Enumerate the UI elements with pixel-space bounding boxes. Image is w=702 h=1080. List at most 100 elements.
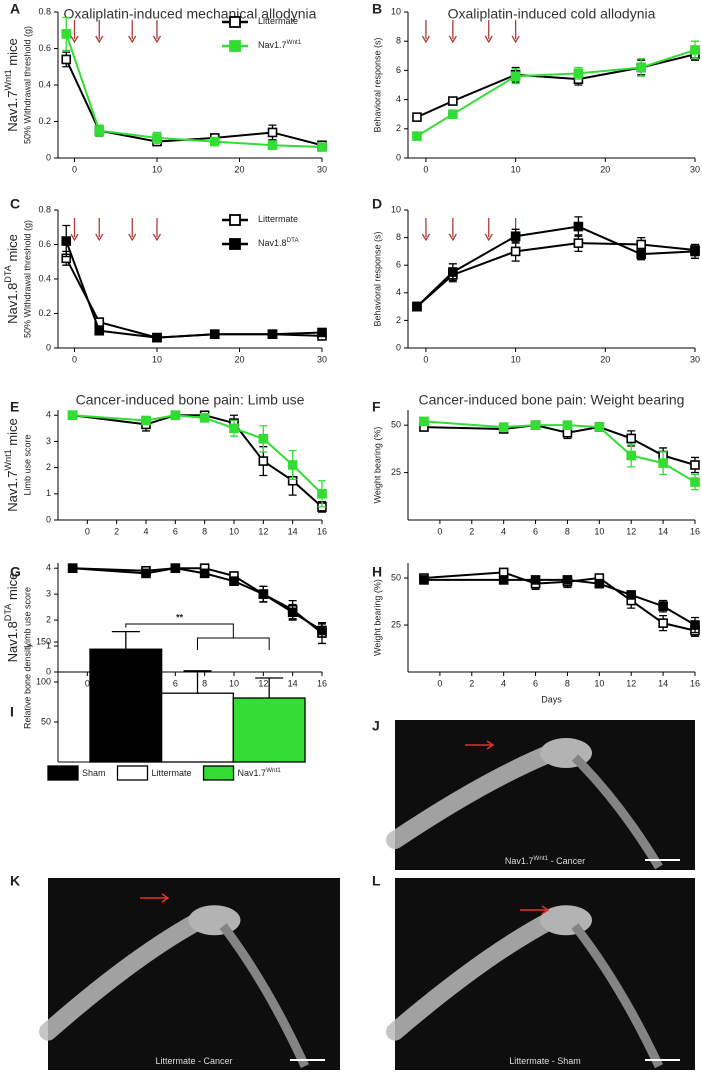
marker [412,131,422,141]
marker [573,68,584,79]
marker [317,625,327,636]
y-tick-label: 8 [396,232,401,242]
text-part: - Cancer [548,856,585,866]
superscript: Wnt1 [287,39,302,46]
marker [170,410,181,421]
panel-letter: B [372,1,382,17]
line [423,578,696,626]
y-tick-label: 25 [391,467,401,477]
marker [690,246,700,257]
marker [317,327,327,338]
marker [448,267,458,277]
superscript: DTA [287,237,300,244]
arrow-head [128,35,137,44]
y-tick-label: 0.4 [38,79,51,89]
line [423,424,696,466]
superscript: Wnt1 [3,449,13,470]
x-tick-label: 10 [511,164,521,174]
marker [448,96,458,106]
x-tick-label: 6 [173,678,178,688]
legend-label: Nav1.8DTA [258,237,299,248]
chart-title: Oxaliplatin-induced cold allodynia [448,6,656,22]
y-tick-label: 50 [41,716,51,726]
y-tick-label: 0 [46,514,51,524]
legend-marker [229,238,241,250]
text-part: Sham [82,768,106,778]
caption: Littermate - Cancer [155,1056,232,1066]
y-tick-label: 0 [396,152,401,162]
y-axis-label: Weight bearing (%) [372,427,382,504]
x-tick-label: 2 [469,678,474,688]
marker [626,433,637,444]
legend-label: Littermate [258,214,298,224]
y-tick-label: 0.6 [38,239,51,249]
arrow-head [421,35,430,44]
y-tick-label: 0 [46,666,51,676]
marker [594,422,605,432]
legend-label: Littermate [258,16,298,26]
superscript: Wnt1 [3,69,13,90]
marker [317,142,327,152]
x-tick-label: 10 [594,526,604,536]
marker [690,460,700,470]
legend-label: Nav1.7Wnt1 [258,39,302,50]
y-tick-label: 3 [46,436,51,446]
arrow-head [70,233,79,242]
text-part: Nav1.7 [5,91,20,132]
marker [141,568,151,579]
y-tick-label: 3 [46,589,51,599]
text-part: Nav1.7 [5,471,20,512]
marker [267,127,278,138]
x-tick-label: 4 [501,678,506,688]
y-tick-label: 0.2 [38,308,51,318]
significance-label: ** [176,612,184,622]
text-part: Littermate - Sham [509,1056,581,1066]
x-tick-label: 16 [690,678,700,688]
text-part: Nav1.8 [5,283,20,324]
y-axis-label: Weight bearing (%) [372,579,382,656]
y-tick-label: 50 [391,572,401,582]
y-tick-label: 0 [46,342,51,352]
text-part: Nav1.7 [238,768,267,778]
caption: Littermate - Sham [509,1056,581,1066]
marker [530,575,541,585]
error-bar [183,670,212,694]
marker [287,460,298,470]
text-part: Littermate [258,214,298,224]
marker [61,54,72,65]
x-tick-label: 8 [565,678,570,688]
tibia [571,923,664,1069]
y-tick-label: 25 [391,619,401,629]
marker [94,325,105,336]
x-tick-label: 12 [258,678,268,688]
marker [229,423,239,434]
x-tick-label: 10 [152,354,162,364]
y-axis-label: Limb use score [22,434,32,495]
bar [232,697,306,763]
marker [199,413,210,423]
text-part: mice [5,38,20,69]
marker [658,618,668,628]
marker [498,575,509,585]
line [416,225,696,308]
legend-label: Sham [82,768,106,778]
superscript: Wnt1 [533,855,548,862]
text-part: mice [5,418,20,449]
marker [419,575,429,585]
panel-letter: A [10,1,20,17]
arrow [484,218,493,242]
arrow [520,905,550,915]
y-tick-label: 2 [46,462,51,472]
text-part: Littermate - Cancer [155,1056,232,1066]
marker [562,575,573,585]
x-tick-label: 0 [423,354,428,364]
marker [170,563,181,573]
arrow [448,218,457,242]
x-tick-label: 10 [229,526,239,536]
x-tick-label: 16 [317,678,327,688]
y-tick-label: 0 [46,152,51,162]
marker [636,62,646,73]
line [72,414,323,508]
panel-letter: I [10,704,14,720]
x-tick-label: 20 [600,164,610,174]
